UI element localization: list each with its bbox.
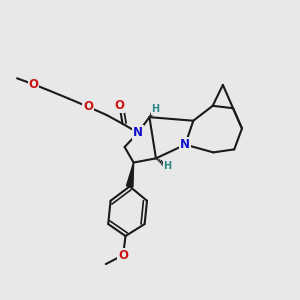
Text: O: O (118, 249, 128, 262)
Text: O: O (28, 78, 38, 91)
Text: H: H (151, 104, 159, 114)
Text: O: O (83, 100, 93, 113)
Polygon shape (127, 163, 134, 187)
Text: H: H (163, 161, 171, 171)
Text: O: O (115, 99, 124, 112)
Text: N: N (133, 126, 143, 139)
Text: N: N (180, 138, 190, 151)
